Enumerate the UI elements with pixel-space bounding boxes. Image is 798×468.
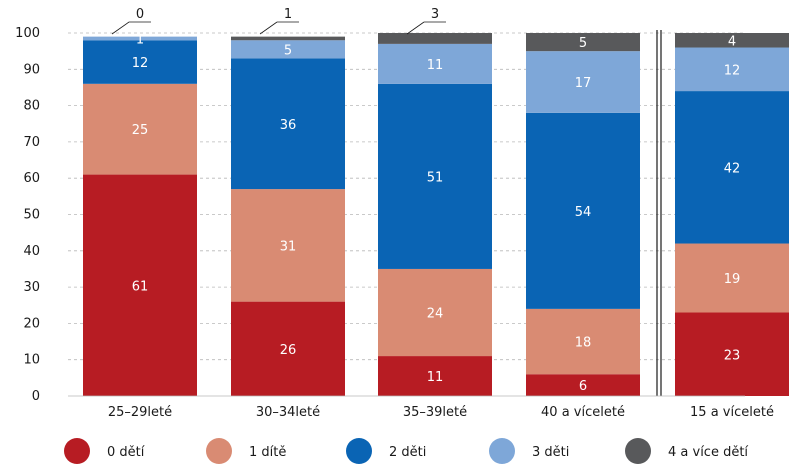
data-label: 25	[132, 123, 149, 138]
category-label: 15 a víceleté	[690, 405, 774, 420]
legend-label: 4 a více dětí	[668, 445, 748, 460]
data-label: 3	[431, 7, 439, 22]
bar-segment	[378, 268, 492, 357]
data-label: 1	[284, 7, 292, 22]
bar-segment	[231, 36, 345, 41]
category-label: 35–39leté	[403, 405, 467, 420]
data-label: 1	[136, 32, 144, 47]
bar-segment	[675, 91, 789, 244]
data-label: 11	[427, 370, 444, 385]
legend-marker	[346, 438, 372, 464]
bar-segment	[675, 47, 789, 92]
data-label: 31	[280, 239, 297, 254]
bar-segment	[83, 174, 197, 396]
bar-segment	[378, 43, 492, 84]
data-label: 6	[579, 379, 587, 394]
bar-segment	[231, 40, 345, 59]
category-label: 40 a víceleté	[541, 405, 625, 420]
y-tick-label: 90	[23, 62, 40, 77]
data-label: 51	[427, 170, 444, 185]
leader-line	[259, 21, 278, 35]
bar-segment	[83, 40, 197, 84]
bar-segment	[231, 189, 345, 302]
y-tick-label: 10	[23, 353, 40, 368]
data-label: 4	[728, 34, 736, 49]
data-label: 5	[579, 36, 587, 51]
data-label: 26	[280, 343, 297, 358]
legend-marker	[206, 438, 232, 464]
data-label: 54	[575, 205, 592, 220]
y-tick-label: 50	[23, 208, 40, 223]
legend-marker	[64, 438, 90, 464]
data-label: 5	[284, 43, 292, 58]
bar-segment	[526, 33, 640, 52]
data-label: 18	[575, 336, 592, 351]
legend-marker	[489, 438, 515, 464]
y-tick-label: 100	[15, 26, 40, 41]
bar-segment	[526, 308, 640, 375]
y-tick-label: 60	[23, 171, 40, 186]
bar-segment	[83, 36, 197, 41]
y-tick-label: 80	[23, 99, 40, 114]
leader-line	[111, 21, 130, 35]
y-tick-label: 20	[23, 316, 40, 331]
legend-label: 0 dětí	[107, 445, 145, 460]
y-tick-label: 0	[32, 389, 40, 404]
bar-segment	[675, 312, 789, 396]
bar-segment	[675, 33, 789, 48]
bar-segment	[526, 374, 640, 396]
data-label: 11	[427, 58, 444, 73]
data-label: 36	[280, 118, 297, 133]
bar-segment	[378, 356, 492, 396]
bar-segment	[378, 33, 492, 44]
data-label: 19	[724, 272, 741, 287]
legend-label: 2 děti	[389, 445, 426, 460]
data-label: 0	[136, 7, 144, 22]
bar-segment	[231, 301, 345, 396]
bar-segment	[231, 58, 345, 190]
data-label: 17	[575, 76, 592, 91]
y-tick-label: 40	[23, 244, 40, 259]
bar-segment	[378, 83, 492, 269]
data-label: 12	[724, 63, 741, 78]
bar-segment	[526, 51, 640, 113]
legend-marker	[625, 438, 651, 464]
data-label: 23	[724, 348, 741, 363]
y-tick-label: 70	[23, 135, 40, 150]
category-label: 30–34leté	[256, 405, 320, 420]
bar-segment	[526, 112, 640, 309]
data-label: 42	[724, 161, 741, 176]
legend-label: 3 děti	[532, 445, 569, 460]
data-label: 12	[132, 56, 149, 71]
category-label: 25–29leté	[108, 405, 172, 420]
y-tick-label: 30	[23, 280, 40, 295]
leader-line	[406, 21, 425, 35]
bar-segment	[675, 243, 789, 313]
data-label: 61	[132, 279, 149, 294]
bar-segment	[83, 83, 197, 175]
legend-label: 1 dítě	[249, 445, 286, 460]
data-label: 24	[427, 307, 444, 322]
